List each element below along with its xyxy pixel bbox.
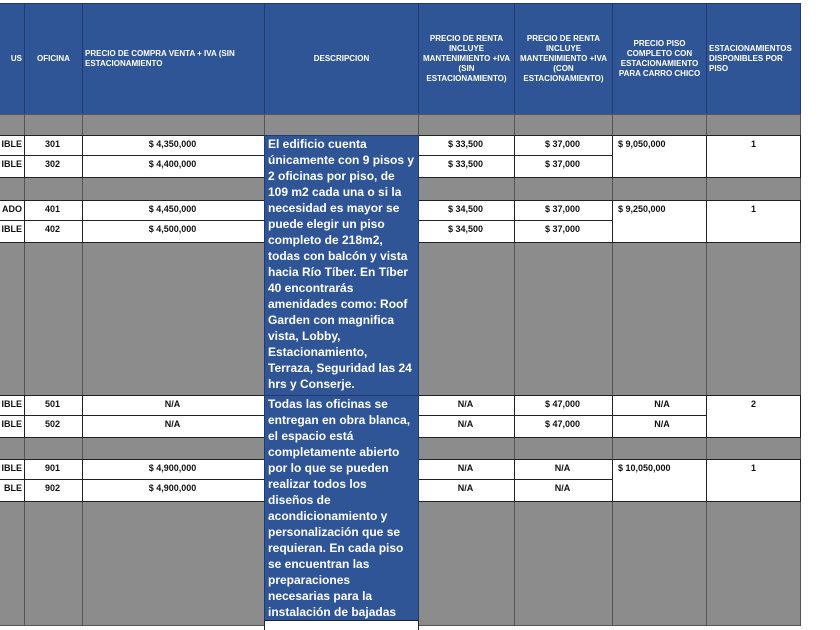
empty-cell [706, 177, 801, 201]
empty-cell [418, 177, 515, 201]
empty-cell [264, 114, 419, 136]
empty-cell [24, 242, 83, 396]
empty-cell [514, 114, 613, 136]
rent-cell: $ 33,500 [418, 135, 515, 156]
empty-cell [82, 501, 265, 626]
status-cell: IBLE [0, 395, 25, 416]
rent-cell: $ 34,500 [418, 200, 515, 221]
empty-cell [514, 501, 613, 626]
rent-parking-cell: $ 37,000 [514, 220, 613, 243]
empty-cell [418, 437, 515, 460]
office-cell: 501 [24, 395, 83, 416]
status-cell: IBLE [0, 415, 25, 438]
status-cell: ADO [0, 200, 25, 221]
office-cell: 302 [24, 155, 83, 178]
empty-cell [0, 114, 25, 136]
empty-cell [0, 501, 25, 626]
floor-price-cell: N/A [612, 395, 707, 416]
office-cell: 901 [24, 459, 83, 480]
empty-cell [612, 501, 707, 626]
purchase-price-cell: $ 4,400,000 [82, 155, 265, 178]
purchase-price-cell: $ 4,500,000 [82, 220, 265, 243]
header-cell: DESCRIPCION [264, 3, 419, 115]
rent-cell: N/A [418, 479, 515, 502]
office-cell: 301 [24, 135, 83, 156]
office-cell: 401 [24, 200, 83, 221]
empty-cell [418, 501, 515, 626]
empty-cell [706, 501, 801, 626]
empty-cell [706, 242, 801, 396]
empty-cell [24, 177, 83, 201]
office-cell: 902 [24, 479, 83, 502]
header-cell: PRECIO DE RENTA INCLUYE MANTENIMIENTO +I… [514, 3, 613, 115]
parking-cell: 1 [706, 135, 801, 178]
empty-cell [24, 114, 83, 136]
header-cell: PRECIO DE COMPRA VENTA + IVA (SIN ESTACI… [82, 3, 265, 115]
header-cell: US [0, 3, 25, 115]
floor-price-cell: N/A [612, 415, 707, 438]
rent-cell: $ 34,500 [418, 220, 515, 243]
purchase-price-cell: $ 4,450,000 [82, 200, 265, 221]
status-cell: IBLE [0, 220, 25, 243]
rent-parking-cell: N/A [514, 479, 613, 502]
rent-parking-cell: $ 37,000 [514, 155, 613, 178]
status-cell: IBLE [0, 135, 25, 156]
empty-cell [612, 437, 707, 460]
header-cell: ESTACIONAMIENTOS DISPONIBLES POR PISO [706, 3, 801, 115]
empty-cell [612, 177, 707, 201]
rent-cell: N/A [418, 459, 515, 480]
header-cell: OFICINA [24, 3, 83, 115]
purchase-price-cell: $ 4,900,000 [82, 459, 265, 480]
empty-cell [612, 114, 707, 136]
empty-cell [706, 437, 801, 460]
rent-parking-cell: $ 37,000 [514, 200, 613, 221]
rent-parking-cell: $ 47,000 [514, 395, 613, 416]
office-cell: 502 [24, 415, 83, 438]
empty-cell [24, 501, 83, 626]
rent-parking-cell: $ 47,000 [514, 415, 613, 438]
empty-cell [612, 242, 707, 396]
purchase-price-cell: $ 4,900,000 [82, 479, 265, 502]
purchase-price-cell: N/A [82, 395, 265, 416]
header-cell: PRECIO DE RENTA INCLUYE MANTENIMIENTO +I… [418, 3, 515, 115]
rent-parking-cell: $ 37,000 [514, 135, 613, 156]
empty-cell [82, 437, 265, 460]
empty-cell [514, 242, 613, 396]
description-cell: Todas las oficinas se entregan en obra b… [264, 395, 419, 621]
parking-cell: 2 [706, 395, 801, 438]
empty-cell [24, 437, 83, 460]
purchase-price-cell: $ 4,350,000 [82, 135, 265, 156]
status-cell: IBLE [0, 459, 25, 480]
empty-cell [82, 242, 265, 396]
empty-cell [418, 114, 515, 136]
purchase-price-cell: N/A [82, 415, 265, 438]
rent-parking-cell: N/A [514, 459, 613, 480]
status-cell: IBLE [0, 155, 25, 178]
empty-cell [0, 177, 25, 201]
rent-cell: $ 33,500 [418, 155, 515, 178]
description-cell: El edificio cuenta únicamente con 9 piso… [264, 135, 419, 396]
rent-cell: N/A [418, 415, 515, 438]
empty-cell [0, 437, 25, 460]
empty-cell [82, 177, 265, 201]
parking-cell: 1 [706, 459, 801, 502]
empty-cell [82, 114, 265, 136]
empty-cell [264, 620, 419, 630]
parking-cell: 1 [706, 200, 801, 243]
floor-price-cell: $ 9,250,000 [612, 200, 707, 243]
rent-cell: N/A [418, 395, 515, 416]
floor-price-cell: $ 10,050,000 [612, 459, 707, 502]
office-cell: 402 [24, 220, 83, 243]
empty-cell [418, 242, 515, 396]
empty-cell [514, 177, 613, 201]
status-cell: BLE [0, 479, 25, 502]
floor-price-cell: $ 9,050,000 [612, 135, 707, 178]
header-cell: PRECIO PISO COMPLETO CON ESTACIONAMIENTO… [612, 3, 707, 115]
empty-cell [706, 114, 801, 136]
empty-cell [514, 437, 613, 460]
empty-cell [0, 242, 25, 396]
